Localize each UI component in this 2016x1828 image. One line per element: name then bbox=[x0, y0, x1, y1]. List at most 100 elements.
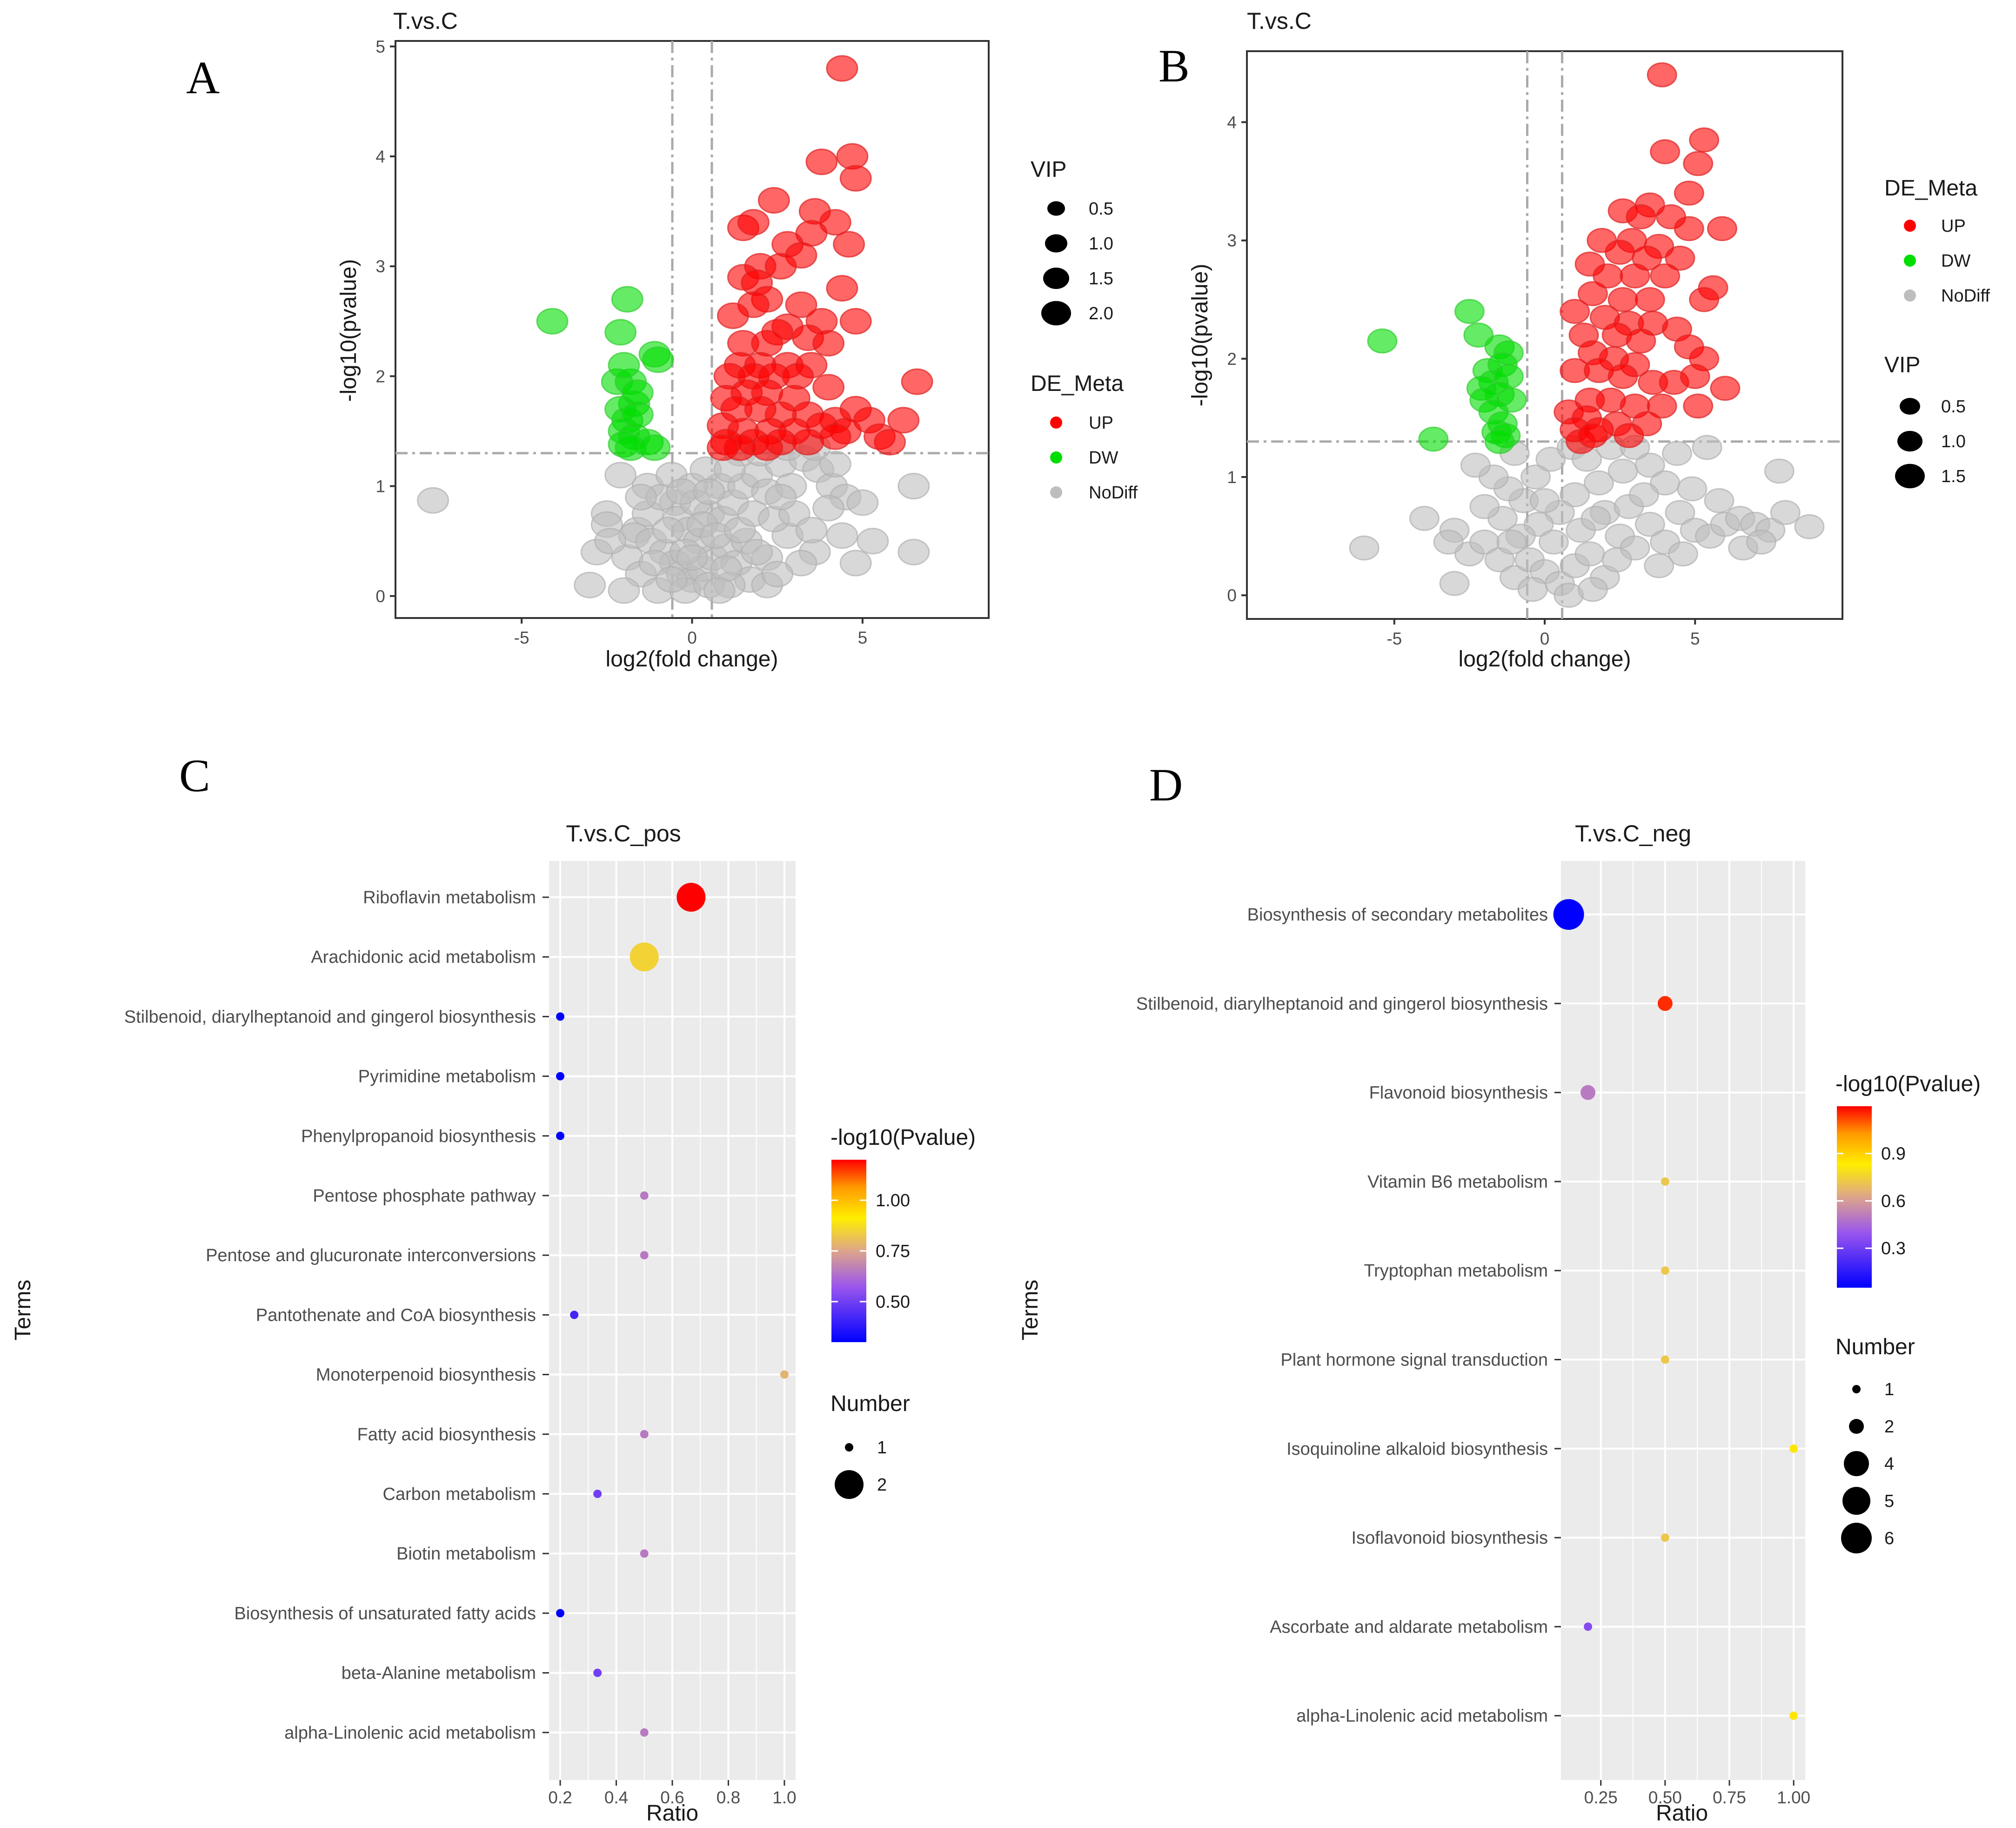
legend-key-up bbox=[1904, 220, 1916, 232]
legend-label: 1 bbox=[1884, 1380, 1894, 1399]
point-up bbox=[1665, 245, 1695, 271]
point-up bbox=[1614, 423, 1644, 448]
legend-label: UP bbox=[1089, 413, 1113, 433]
point-nodiff bbox=[897, 473, 930, 500]
point-up bbox=[836, 143, 869, 170]
legend-label: 2 bbox=[877, 1475, 887, 1495]
x-axis-ticks: -5 0 5 bbox=[1386, 619, 1700, 648]
point-nodiff bbox=[1677, 476, 1708, 502]
point-up bbox=[757, 187, 790, 214]
y-axis-ticks: 0 1 2 3 4 5 bbox=[375, 37, 395, 606]
point-nodiff bbox=[1644, 553, 1674, 578]
x-tick-label: 5 bbox=[1690, 629, 1700, 648]
legend-label: 1.5 bbox=[1941, 467, 1966, 486]
point-up bbox=[1689, 127, 1720, 153]
data-points bbox=[1553, 899, 1798, 1720]
term-point bbox=[640, 1251, 649, 1260]
point-nodiff bbox=[604, 462, 637, 489]
point-up bbox=[1647, 393, 1677, 419]
point-dw bbox=[1454, 299, 1485, 324]
term-label: alpha-Linolenic acid metabolism bbox=[1296, 1707, 1548, 1726]
point-nodiff bbox=[897, 538, 930, 565]
colorbar-label: 0.9 bbox=[1881, 1144, 1906, 1164]
term-label: Tryptophan metabolism bbox=[1364, 1261, 1548, 1281]
colorbar-legend: -log10(Pvalue) 0.9 0.6 0.3 bbox=[1835, 1072, 1981, 1288]
vip-size-key bbox=[1895, 464, 1925, 489]
colorbar-label: 0.50 bbox=[876, 1292, 910, 1312]
y-axis-title: -log10(pvalue) bbox=[1188, 264, 1212, 407]
point-nodiff bbox=[819, 450, 851, 477]
legend-number: Number 1 2 4 5 6 bbox=[1835, 1335, 1915, 1553]
point-up bbox=[1680, 364, 1710, 389]
x-tick-label: -5 bbox=[1386, 629, 1402, 648]
term-point bbox=[593, 1668, 602, 1677]
point-nodiff bbox=[594, 528, 627, 555]
point-up bbox=[833, 231, 865, 258]
number-size-key bbox=[845, 1443, 853, 1452]
point-up bbox=[717, 302, 749, 329]
point-nodiff bbox=[1460, 452, 1491, 478]
legend-title: -log10(Pvalue) bbox=[1835, 1072, 1981, 1096]
y-tick-label: 2 bbox=[1227, 349, 1237, 369]
enrichment-plot-d: T.vs.C_neg Biosynthesis of secondary met… bbox=[1018, 820, 1981, 1826]
legend-label: DW bbox=[1089, 448, 1118, 468]
term-point bbox=[1789, 1711, 1798, 1720]
point-nodiff bbox=[1704, 488, 1735, 513]
term-label: alpha-Linolenic acid metabolism bbox=[284, 1723, 536, 1743]
point-up bbox=[1710, 376, 1741, 401]
plot-title: T.vs.C_neg bbox=[1575, 820, 1691, 847]
point-up bbox=[826, 55, 858, 82]
term-label: Pentose phosphate pathway bbox=[313, 1186, 536, 1206]
point-up bbox=[805, 148, 838, 175]
point-up bbox=[785, 291, 817, 318]
x-axis-title: log2(fold change) bbox=[606, 647, 778, 672]
term-label: Isoquinoline alkaloid biosynthesis bbox=[1286, 1439, 1548, 1459]
point-nodiff bbox=[1469, 494, 1500, 519]
point-up bbox=[839, 308, 872, 335]
term-point bbox=[676, 883, 706, 912]
point-dw bbox=[604, 319, 637, 346]
point-nodiff bbox=[1668, 541, 1698, 567]
vip-size-key bbox=[1047, 201, 1065, 216]
legend-de-meta: DE_Meta UP DW NoDiff bbox=[1031, 371, 1138, 503]
point-nodiff bbox=[846, 489, 879, 516]
volcano-plot-b: T.vs.C -5 0 5 0 1 2 3 4 log2(fold change) -log… bbox=[1188, 8, 1990, 672]
point-up bbox=[839, 165, 872, 192]
legend-label: 1.0 bbox=[1089, 234, 1113, 254]
point-up bbox=[1626, 328, 1656, 354]
plot-title: T.vs.C bbox=[393, 8, 458, 34]
y-tick-label: 2 bbox=[375, 367, 385, 386]
term-point bbox=[1584, 1622, 1593, 1631]
x-tick-label: 0.4 bbox=[604, 1788, 628, 1807]
term-point bbox=[1657, 996, 1673, 1011]
point-up bbox=[901, 368, 933, 395]
point-nodiff bbox=[1628, 482, 1659, 508]
point-up bbox=[1674, 181, 1704, 206]
panel-letter-b: B bbox=[1159, 40, 1190, 92]
x-tick-label: 5 bbox=[858, 628, 868, 647]
point-up bbox=[1650, 263, 1681, 289]
colorbar-label: 0.3 bbox=[1881, 1239, 1906, 1258]
x-axis-title: log2(fold change) bbox=[1459, 647, 1631, 672]
x-axis-ticks: 0.2 0.4 0.6 0.8 1.0 bbox=[548, 1780, 797, 1807]
legend-label: NoDiff bbox=[1941, 286, 1990, 306]
point-dw bbox=[638, 434, 671, 461]
legend-title: Number bbox=[831, 1391, 910, 1416]
point-up bbox=[874, 429, 906, 456]
term-label: Carbon metabolism bbox=[383, 1485, 536, 1504]
y-axis-title: Terms bbox=[11, 1280, 35, 1341]
x-tick-label: 0 bbox=[1540, 629, 1550, 648]
term-label: Plant hormone signal transduction bbox=[1280, 1351, 1548, 1370]
term-label: Biotin metabolism bbox=[396, 1544, 536, 1564]
point-nodiff bbox=[574, 571, 606, 598]
point-up bbox=[1607, 364, 1638, 389]
term-point bbox=[593, 1490, 602, 1498]
y-tick-label: 5 bbox=[375, 37, 385, 56]
y-tick-label: 1 bbox=[1227, 468, 1237, 487]
term-label: Fatty acid biosynthesis bbox=[357, 1425, 536, 1445]
term-point bbox=[780, 1370, 789, 1379]
point-up bbox=[1577, 423, 1608, 448]
term-point bbox=[640, 1191, 649, 1200]
point-up bbox=[1683, 151, 1714, 176]
term-point bbox=[556, 1609, 565, 1618]
